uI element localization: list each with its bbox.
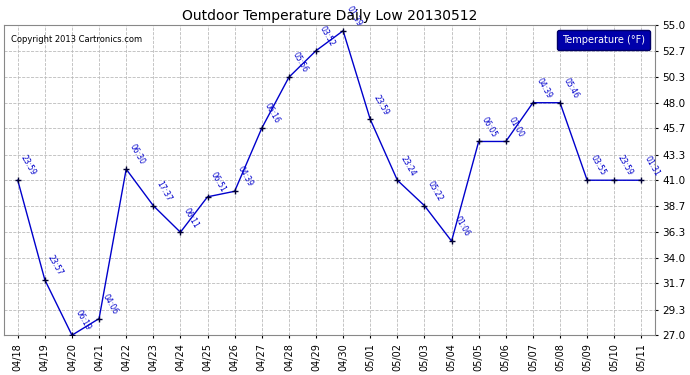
Text: 05:56: 05:56 xyxy=(290,51,309,75)
Text: 06:16: 06:16 xyxy=(263,102,282,125)
Text: 06:30: 06:30 xyxy=(128,143,146,166)
Text: 23:57: 23:57 xyxy=(46,254,65,277)
Legend: Temperature (°F): Temperature (°F) xyxy=(558,30,650,50)
Text: 06:51: 06:51 xyxy=(209,171,228,194)
Text: 06:05: 06:05 xyxy=(480,115,499,139)
Text: 01:31: 01:31 xyxy=(643,154,662,177)
Text: 05:46: 05:46 xyxy=(562,76,580,100)
Text: 23:59: 23:59 xyxy=(615,154,634,177)
Text: 04:39: 04:39 xyxy=(236,165,255,189)
Text: 06:19: 06:19 xyxy=(73,309,92,332)
Text: Copyright 2013 Cartronics.com: Copyright 2013 Cartronics.com xyxy=(10,34,142,44)
Text: 06:11: 06:11 xyxy=(181,206,201,230)
Text: 04:39: 04:39 xyxy=(534,76,553,100)
Text: 23:24: 23:24 xyxy=(399,154,417,177)
Text: 01:39: 01:39 xyxy=(344,4,363,28)
Text: 03:55: 03:55 xyxy=(589,154,607,177)
Text: 01:06: 01:06 xyxy=(453,215,472,238)
Text: 23:59: 23:59 xyxy=(372,93,391,117)
Text: 01:00: 01:00 xyxy=(507,115,526,139)
Text: 23:59: 23:59 xyxy=(19,154,38,177)
Text: 17:37: 17:37 xyxy=(155,180,173,203)
Text: 04:06: 04:06 xyxy=(101,292,119,316)
Text: 05:22: 05:22 xyxy=(426,180,444,203)
Text: 03:52: 03:52 xyxy=(317,24,336,48)
Title: Outdoor Temperature Daily Low 20130512: Outdoor Temperature Daily Low 20130512 xyxy=(182,9,477,22)
